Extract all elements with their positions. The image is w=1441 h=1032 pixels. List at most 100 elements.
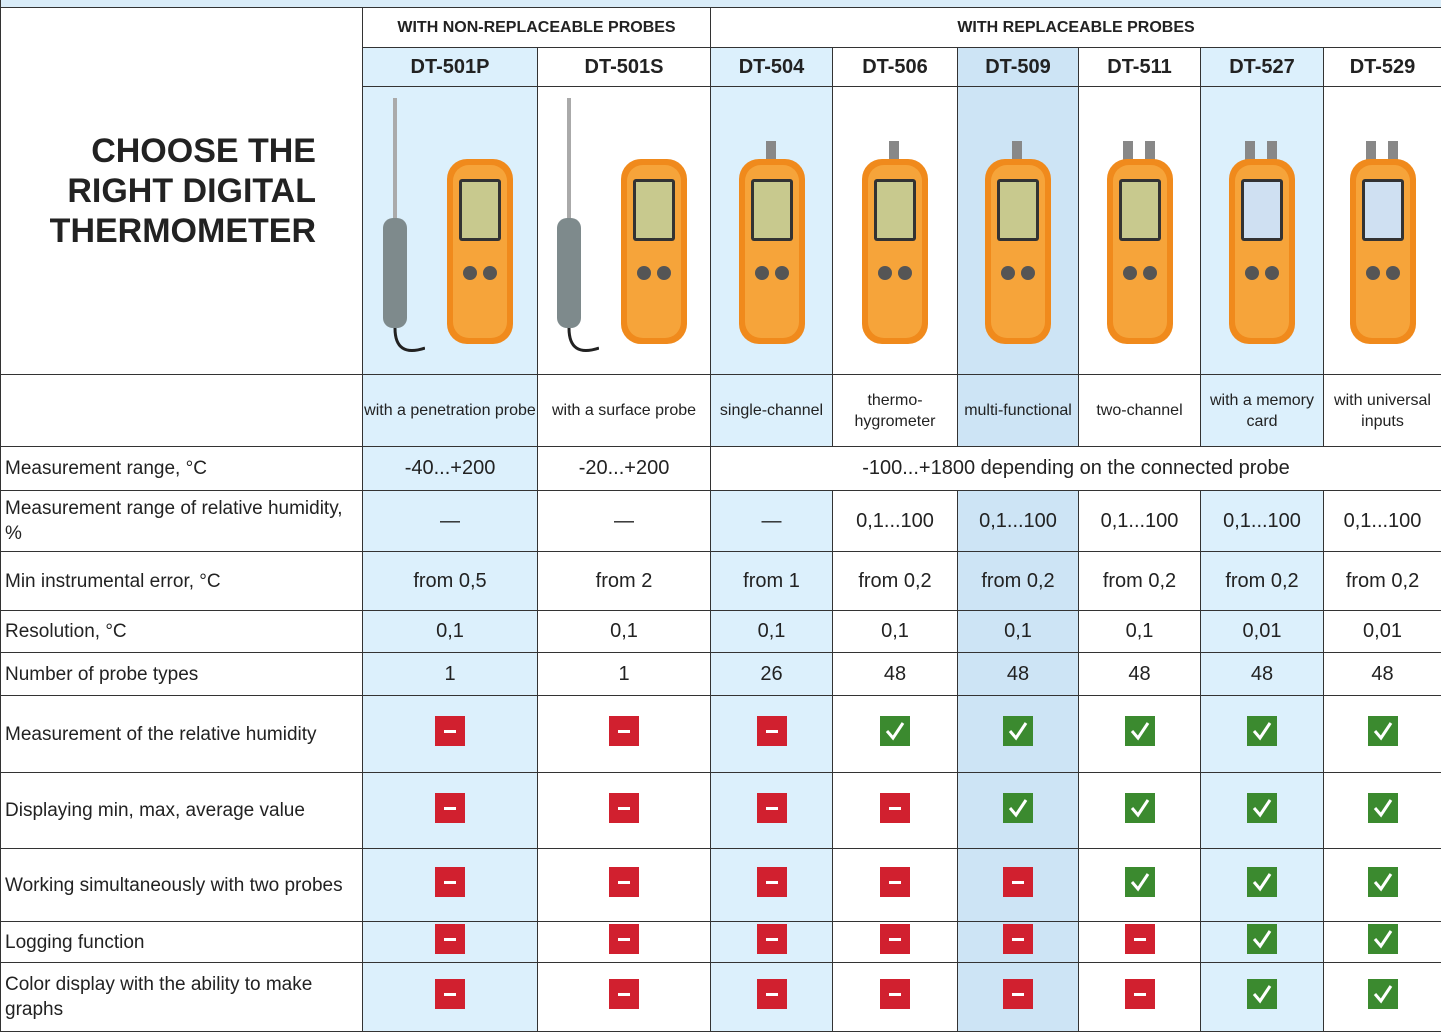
table-row: Measurement range of relative humidity, … xyxy=(1,491,1441,552)
check-cell xyxy=(1324,963,1441,1032)
check-icon xyxy=(1003,716,1033,746)
check-icon xyxy=(1368,716,1398,746)
check-cell xyxy=(538,922,711,963)
cell-value: 1 xyxy=(363,653,538,696)
description: with a penetration probe xyxy=(363,375,538,447)
cross-icon xyxy=(435,793,465,823)
description: single-channel xyxy=(711,375,833,447)
cell-value: 0,1...100 xyxy=(958,491,1079,552)
check-cell xyxy=(363,696,538,773)
cell-value: 0,1...100 xyxy=(1079,491,1201,552)
group-header: WITH REPLACEABLE PROBES xyxy=(711,8,1441,48)
device-image xyxy=(425,93,535,363)
cell-value: 48 xyxy=(1201,653,1324,696)
cross-icon xyxy=(609,716,639,746)
check-cell xyxy=(1079,922,1201,963)
description: with a surface probe xyxy=(538,375,711,447)
cell-value: from 0,2 xyxy=(958,552,1079,611)
cell-value: from 2 xyxy=(538,552,711,611)
cross-icon xyxy=(609,793,639,823)
cross-icon xyxy=(880,924,910,954)
cross-icon xyxy=(757,793,787,823)
empty-cell xyxy=(1,375,363,447)
cross-icon xyxy=(435,979,465,1009)
check-cell xyxy=(711,696,833,773)
cell-value: 48 xyxy=(1079,653,1201,696)
description: multi-functional xyxy=(958,375,1079,447)
check-cell xyxy=(711,849,833,922)
comparison-table: CHOOSE THERIGHT DIGITALTHERMOMETER WITH … xyxy=(0,0,1441,1032)
image-cell xyxy=(711,87,833,375)
check-cell xyxy=(833,963,958,1032)
check-cell xyxy=(833,849,958,922)
check-icon xyxy=(1368,979,1398,1009)
check-cell xyxy=(538,963,711,1032)
check-cell xyxy=(538,696,711,773)
check-icon xyxy=(1125,867,1155,897)
cell-value: 0,1 xyxy=(958,611,1079,653)
check-cell xyxy=(1324,696,1441,773)
check-icon xyxy=(1368,867,1398,897)
cross-icon xyxy=(757,867,787,897)
model-name: DT-509 xyxy=(958,48,1079,87)
row-label: Number of probe types xyxy=(1,653,363,696)
row-label: Measurement range of relative humidity, … xyxy=(1,491,363,552)
title-line: THERMOMETER xyxy=(1,211,316,251)
check-cell xyxy=(1201,849,1324,922)
check-cell xyxy=(363,849,538,922)
check-cell xyxy=(958,696,1079,773)
cross-icon xyxy=(757,979,787,1009)
cell-value: — xyxy=(363,491,538,552)
device-image xyxy=(1207,93,1317,363)
check-cell xyxy=(1079,963,1201,1032)
model-name: DT-511 xyxy=(1079,48,1201,87)
model-name: DT-504 xyxy=(711,48,833,87)
row-label: Measurement of the relative humidity xyxy=(1,696,363,773)
table-row: Color display with the ability to make g… xyxy=(1,963,1441,1032)
cell-value: 0,1 xyxy=(711,611,833,653)
cell-value: — xyxy=(711,491,833,552)
cell-value: 0,1...100 xyxy=(1324,491,1441,552)
device-image xyxy=(963,93,1073,363)
cross-icon xyxy=(880,979,910,1009)
table-row: Logging function xyxy=(1,922,1441,963)
cell-value: -100...+1800 depending on the connected … xyxy=(711,447,1441,491)
row-label: Measurement range, °C xyxy=(1,447,363,491)
cross-icon xyxy=(435,924,465,954)
device-image xyxy=(717,93,827,363)
check-cell xyxy=(363,922,538,963)
check-cell xyxy=(1079,849,1201,922)
cell-value: 0,1 xyxy=(833,611,958,653)
cell-value: 0,1 xyxy=(1079,611,1201,653)
cell-value: 26 xyxy=(711,653,833,696)
check-icon xyxy=(1368,924,1398,954)
check-cell xyxy=(711,773,833,849)
description: two-channel xyxy=(1079,375,1201,447)
check-icon xyxy=(1125,716,1155,746)
image-cell xyxy=(363,87,538,375)
cross-icon xyxy=(880,793,910,823)
check-cell xyxy=(958,963,1079,1032)
check-cell xyxy=(1201,922,1324,963)
cell-value: from 0,2 xyxy=(1324,552,1441,611)
check-cell xyxy=(958,849,1079,922)
table-row: Working simultaneously with two probes xyxy=(1,849,1441,922)
check-cell xyxy=(1201,696,1324,773)
cell-value: 48 xyxy=(1324,653,1441,696)
cell-value: 0,1 xyxy=(363,611,538,653)
cell-value: 0,01 xyxy=(1201,611,1324,653)
check-icon xyxy=(1368,793,1398,823)
page: {"header":{"title_lines":["CHOOSE THE","… xyxy=(0,0,1441,1032)
check-cell xyxy=(1201,773,1324,849)
cross-icon xyxy=(609,867,639,897)
cell-value: 48 xyxy=(958,653,1079,696)
device-image xyxy=(1085,93,1195,363)
cross-icon xyxy=(1125,979,1155,1009)
check-cell xyxy=(833,922,958,963)
cell-value: from 1 xyxy=(711,552,833,611)
check-icon xyxy=(1247,867,1277,897)
cell-value: -40...+200 xyxy=(363,447,538,491)
cell-value: — xyxy=(538,491,711,552)
cell-value: 0,01 xyxy=(1324,611,1441,653)
